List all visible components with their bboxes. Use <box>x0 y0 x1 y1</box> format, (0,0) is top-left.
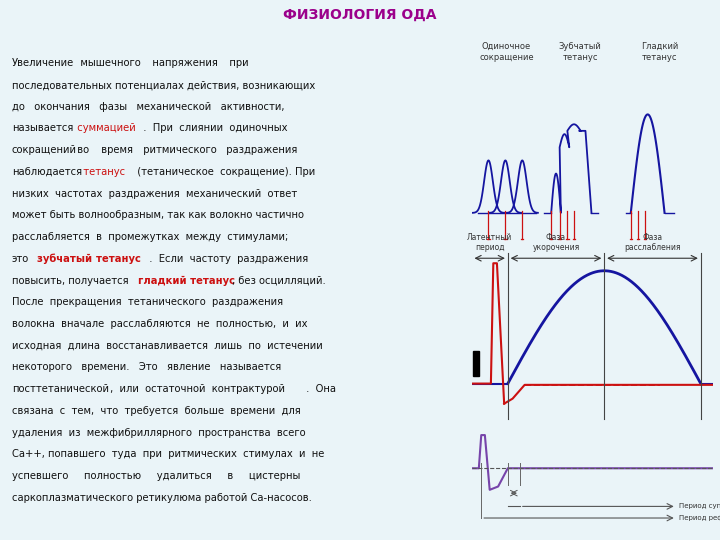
Text: раздражения: раздражения <box>220 145 297 155</box>
Text: во: во <box>71 145 89 155</box>
Text: низких  частотах  раздражения  механический  ответ: низких частотах раздражения механический… <box>12 188 297 199</box>
Text: .  Она: . Она <box>303 384 336 394</box>
Text: повысить, получается: повысить, получается <box>12 275 128 286</box>
Text: (тетаническое  сокращение). При: (тетаническое сокращение). При <box>130 167 315 177</box>
Text: Увеличение: Увеличение <box>12 58 74 69</box>
Text: .  Если  частоту  раздражения: . Если частоту раздражения <box>143 254 307 264</box>
Text: расслабляется  в  промежутках  между  стимулами;: расслабляется в промежутках между стимул… <box>12 232 288 242</box>
Text: тетанус: тетанус <box>77 167 125 177</box>
Text: может быть волнообразным, так как волокно частично: может быть волнообразным, так как волокн… <box>12 211 304 220</box>
Text: время: время <box>95 145 133 155</box>
Text: волокна  вначале  расслабляются  не  полностью,  и  их: волокна вначале расслабляются не полност… <box>12 319 307 329</box>
Text: ритмического: ритмического <box>137 145 216 155</box>
Text: называется: называется <box>12 124 73 133</box>
Bar <box>473 351 479 376</box>
Text: напряжения: напряжения <box>143 58 217 69</box>
Text: до   окончания   фазы   механической   активности,: до окончания фазы механической активност… <box>12 102 284 112</box>
Text: связана  с  тем,  что  требуется  больше  времени  для: связана с тем, что требуется больше врем… <box>12 406 300 416</box>
Text: Фаза
укорочения: Фаза укорочения <box>532 233 580 252</box>
Text: .  При  слиянии  одиночных: . При слиянии одиночных <box>137 124 287 133</box>
Text: мышечного: мышечного <box>71 58 141 69</box>
Text: Ca++, попавшего  туда  при  ритмических  стимулах  и  не: Ca++, попавшего туда при ритмических сти… <box>12 449 324 460</box>
Text: Зубчатый
тетанус: Зубчатый тетанус <box>559 42 601 62</box>
Text: Период рефрактерности: Период рефрактерности <box>679 515 720 521</box>
Text: посттетанической: посттетанической <box>12 384 109 394</box>
Text: последовательных потенциалах действия, возникающих: последовательных потенциалах действия, в… <box>12 80 315 90</box>
Text: Одиночное
сокращение: Одиночное сокращение <box>480 42 534 62</box>
Text: ,  или  остаточной  контрактурой: , или остаточной контрактурой <box>107 384 285 394</box>
Text: успевшего     полностью     удалиться     в     цистерны: успевшего полностью удалиться в цистерны <box>12 471 300 481</box>
Text: суммацией: суммацией <box>71 124 136 133</box>
Text: Латентный
период: Латентный период <box>467 233 513 252</box>
Text: саркоплазматического ретикулюма работой Са-насосов.: саркоплазматического ретикулюма работой … <box>12 493 312 503</box>
Text: исходная  длина  восстанавливается  лишь  по  истечении: исходная длина восстанавливается лишь по… <box>12 341 323 350</box>
Text: ФИЗИОЛОГИЯ ОДА: ФИЗИОЛОГИЯ ОДА <box>283 8 437 22</box>
Text: Гладкий
тетанус: Гладкий тетанус <box>641 42 678 62</box>
Text: наблюдается: наблюдается <box>12 167 82 177</box>
Text: при: при <box>220 58 248 69</box>
Text: , без осцилляций.: , без осцилляций. <box>232 275 325 286</box>
Text: гладкий тетанус: гладкий тетанус <box>130 275 235 286</box>
Text: некоторого   времени.   Это   явление   называется: некоторого времени. Это явление называет… <box>12 362 281 373</box>
Text: тетанус: тетанус <box>89 254 141 264</box>
Text: это: это <box>12 254 29 264</box>
Text: Фаза
расслабления: Фаза расслабления <box>624 233 680 252</box>
Text: удаления  из  межфибриллярного  пространства  всего: удаления из межфибриллярного пространств… <box>12 428 305 437</box>
Text: Период супернормальности: Период супернормальности <box>679 503 720 509</box>
Text: После  прекращения  тетанического  раздражения: После прекращения тетанического раздраже… <box>12 298 283 307</box>
Text: сокращений: сокращений <box>12 145 77 155</box>
Text: зубчатый: зубчатый <box>30 254 91 265</box>
